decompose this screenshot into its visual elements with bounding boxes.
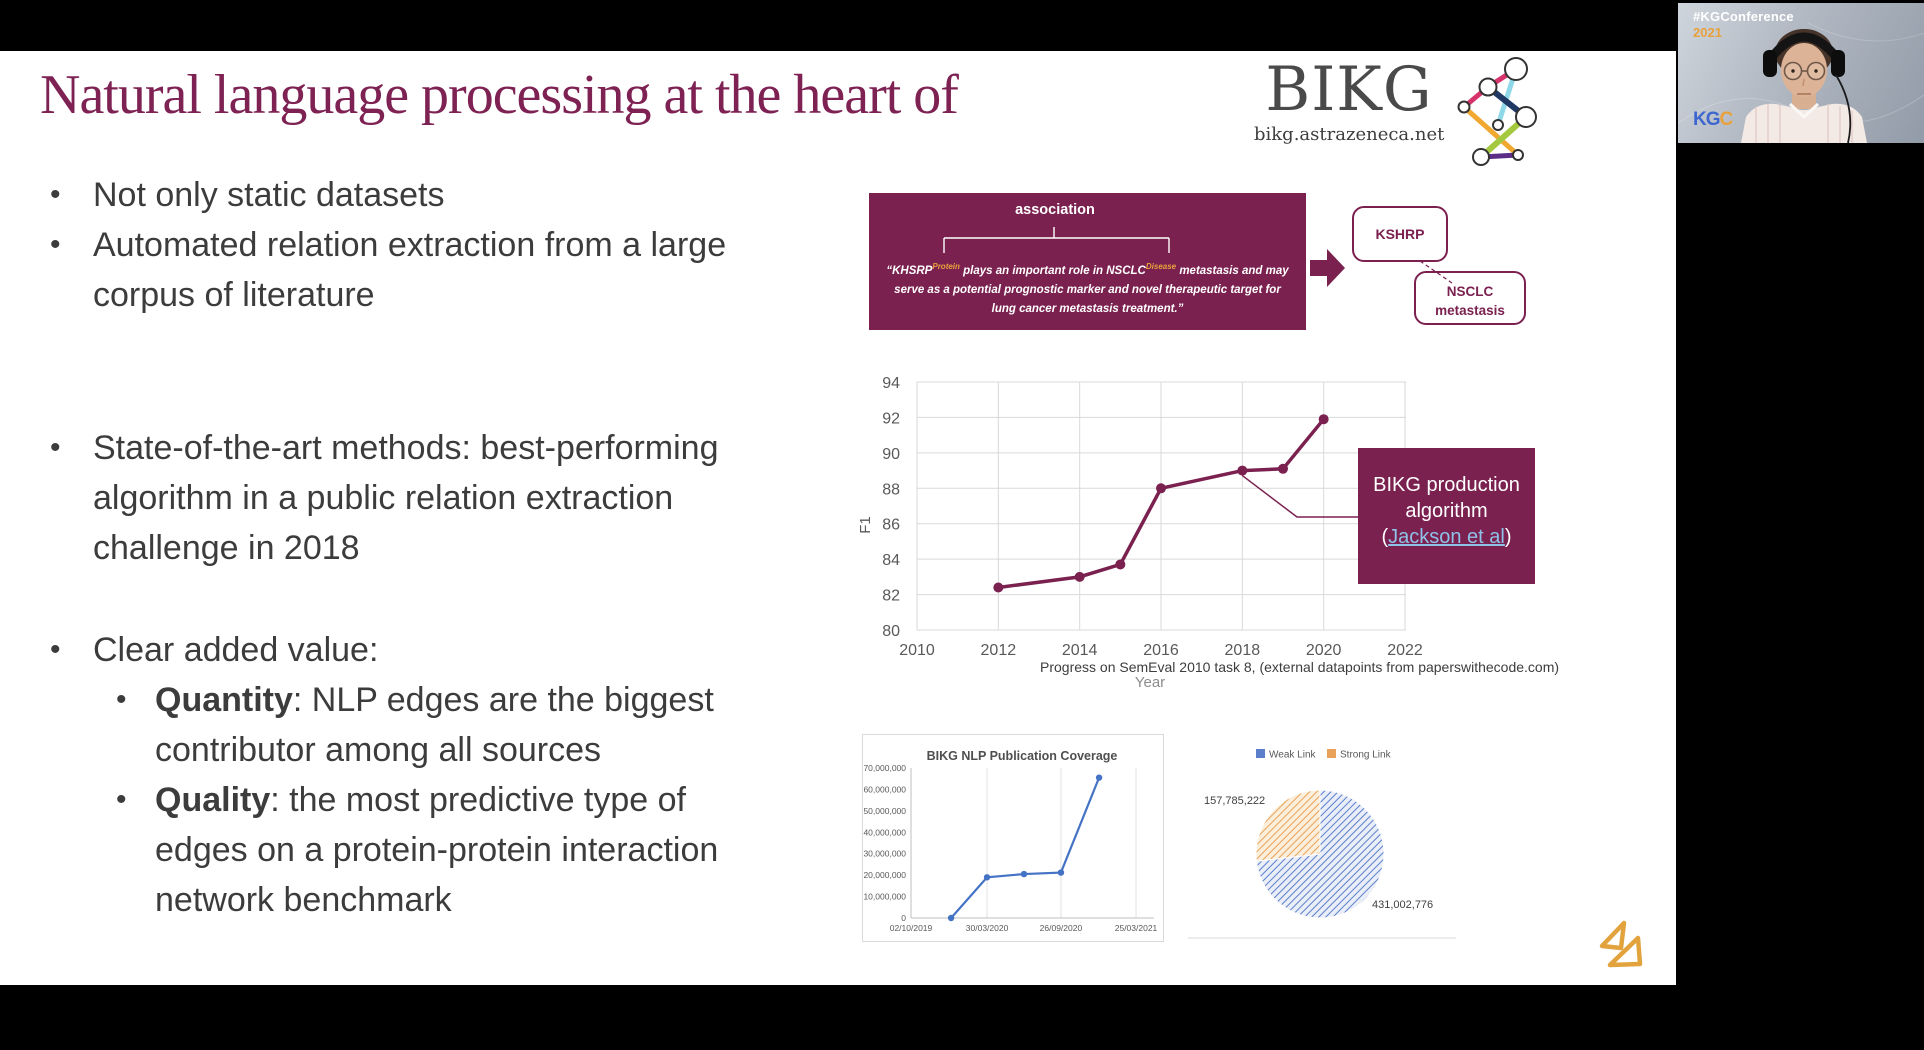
entity-box-nsclc: NSCLC metastasis	[1414, 271, 1526, 325]
chart-caption: Progress on SemEval 2010 task 8, (extern…	[1040, 659, 1560, 675]
bikg-logo-text: BIKG	[1265, 54, 1433, 125]
svg-text:40,000,000: 40,000,000	[863, 827, 906, 837]
relation-extraction-panel: association “KHSRPProtein plays an impor…	[869, 193, 1306, 330]
slide-title: Natural language processing at the heart…	[40, 64, 959, 126]
bikg-logo: BIKG bikg.astrazeneca.net	[1254, 54, 1445, 146]
svg-text:10,000,000: 10,000,000	[863, 892, 906, 902]
svg-text:Year: Year	[1135, 674, 1165, 691]
presenter-illustration	[1678, 22, 1924, 143]
entity-box-kshrp: KSHRP	[1352, 206, 1448, 262]
svg-text:431,002,776: 431,002,776	[1372, 899, 1433, 911]
annotation-callout: BIKG production algorithm (Jackson et al…	[1358, 448, 1535, 584]
svg-text:25/03/2021: 25/03/2021	[1115, 923, 1158, 933]
svg-text:86: 86	[882, 517, 900, 534]
nlp-coverage-chart: BIKG NLP Publication Coverage 02/10/2019 3…	[862, 734, 1164, 942]
bullet-list: Not only static datasets Automated relat…	[40, 170, 890, 925]
conference-hashtag: #KGConference	[1693, 9, 1794, 24]
bullet-item: Clear added value:	[40, 625, 890, 675]
bullet-item: Not only static datasets	[40, 170, 890, 220]
arrow-right-icon	[1310, 249, 1345, 287]
network-graph-icon	[1457, 57, 1537, 166]
svg-text:80: 80	[882, 623, 900, 640]
link-strength-pie-chart: Weak Link Strong Link 431,002,776 157,785,2…	[1188, 749, 1456, 939]
svg-text:84: 84	[882, 552, 900, 569]
svg-text:2014: 2014	[1062, 642, 1098, 659]
svg-text:Strong Link: Strong Link	[1340, 750, 1392, 761]
astrazeneca-logo-icon	[1599, 920, 1643, 968]
protein-tag: Protein	[932, 262, 960, 271]
svg-text:157,785,222: 157,785,222	[1204, 795, 1265, 807]
presentation-slide: Natural language processing at the heart…	[0, 51, 1676, 985]
presenter-webcam: #KGConference 2021 KGC	[1678, 3, 1924, 143]
bikg-domain: bikg.astrazeneca.net	[1254, 124, 1445, 145]
svg-text:2020: 2020	[1306, 642, 1342, 659]
association-label: association	[1015, 202, 1095, 218]
svg-text:2010: 2010	[899, 642, 935, 659]
entity-connector-line	[1419, 260, 1453, 284]
bullet-item: State-of-the-art methods: best-performin…	[40, 423, 890, 573]
bullet-subitem: Quality: the most predictive type of edg…	[40, 775, 890, 925]
disease-tag: Disease	[1145, 262, 1177, 271]
svg-text:2018: 2018	[1225, 642, 1261, 659]
svg-text:50,000,000: 50,000,000	[863, 806, 906, 816]
conference-year: 2021	[1693, 25, 1722, 40]
svg-text:0: 0	[901, 913, 906, 923]
svg-text:60,000,000: 60,000,000	[863, 784, 906, 794]
svg-text:2022: 2022	[1387, 642, 1423, 659]
svg-text:02/10/2019: 02/10/2019	[890, 923, 933, 933]
svg-text:70,000,000: 70,000,000	[863, 763, 906, 773]
svg-text:20,000,000: 20,000,000	[863, 870, 906, 880]
svg-text:30,000,000: 30,000,000	[863, 849, 906, 859]
extracted-sentence: “KHSRPProtein plays an important role in…	[886, 262, 1289, 315]
svg-text:82: 82	[882, 588, 900, 605]
f1-progress-chart: 80 82 84 86 88 90 92 94 2010 2012 2014 2016 2018 2020…	[857, 375, 1423, 691]
svg-text:BIKG NLP Publication Coverage: BIKG NLP Publication Coverage	[927, 749, 1118, 763]
jackson-et-al-link[interactable]: Jackson et al	[1388, 526, 1505, 548]
svg-text:92: 92	[882, 410, 900, 427]
svg-text:88: 88	[882, 481, 900, 498]
association-bracket-icon	[943, 227, 1170, 253]
svg-text:2016: 2016	[1143, 642, 1179, 659]
svg-text:2012: 2012	[981, 642, 1017, 659]
svg-text:F1: F1	[857, 516, 874, 534]
kgc-logo: KGC	[1693, 109, 1733, 130]
bullet-subitem: Quantity: NLP edges are the biggest cont…	[40, 675, 890, 775]
svg-text:94: 94	[882, 375, 900, 392]
svg-text:26/09/2020: 26/09/2020	[1040, 923, 1083, 933]
svg-text:90: 90	[882, 446, 900, 463]
svg-text:30/03/2020: 30/03/2020	[966, 923, 1009, 933]
svg-text:Weak Link: Weak Link	[1269, 750, 1317, 761]
bullet-item: Automated relation extraction from a lar…	[40, 220, 890, 320]
